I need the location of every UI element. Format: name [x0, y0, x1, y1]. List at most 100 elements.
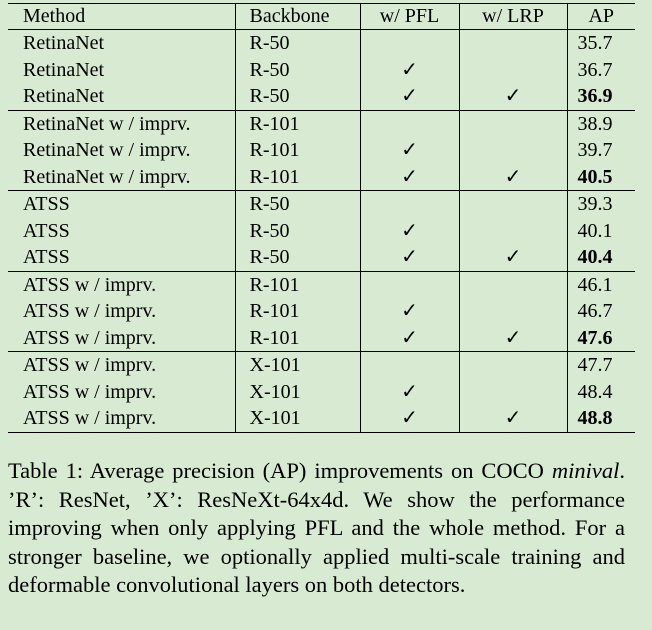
- table-row: ATSS R-50 39.3: [8, 190, 635, 218]
- cell-lrp-empty: [458, 351, 567, 379]
- pfl-checkmark-icon: ✓: [359, 137, 459, 164]
- cell-ap: 47.7: [566, 351, 635, 379]
- cell-method: ATSS: [8, 190, 235, 218]
- header-backbone: Backbone: [234, 3, 360, 30]
- table-row: RetinaNet w / imprv. R-101 ✓ ✓ 40.5: [8, 163, 635, 191]
- pfl-checkmark-icon: ✓: [359, 298, 459, 325]
- cell-backbone: R-101: [234, 109, 360, 137]
- table-row: ATSS R-50 ✓ ✓ 40.4: [8, 244, 635, 271]
- cell-backbone: X-101: [234, 351, 360, 379]
- cell-method: RetinaNet: [8, 29, 235, 57]
- pfl-checkmark-icon: ✓: [359, 217, 459, 244]
- cell-ap: 38.9: [566, 109, 635, 137]
- cell-method: RetinaNet: [23, 85, 105, 108]
- cell-pfl-empty: [359, 109, 459, 137]
- cell-lrp-empty: [458, 29, 567, 57]
- lrp-checkmark-icon: ✓: [458, 405, 567, 433]
- cell-lrp-empty: [458, 137, 567, 164]
- cell-ap: 46.1: [566, 270, 635, 298]
- cell-method: ATSS w / imprv.: [23, 380, 157, 403]
- pfl-checkmark-icon: ✓: [359, 405, 459, 433]
- cell-lrp-empty: [458, 298, 567, 325]
- caption-italic: minival: [551, 458, 620, 483]
- cell-method: RetinaNet w / imprv.: [23, 139, 191, 162]
- cell-lrp-empty: [458, 217, 567, 244]
- cell-method: ATSS: [23, 246, 70, 269]
- cell-lrp-empty: [458, 56, 567, 83]
- header-row: Method Backbone w/ PFL w/ LRP AP: [8, 3, 635, 30]
- results-table: Method Backbone w/ PFL w/ LRP AP RetinaN…: [8, 3, 635, 433]
- cell-ap: 35.7: [566, 29, 635, 57]
- cell-ap: 40.1: [566, 217, 635, 244]
- table-row: RetinaNet w / imprv. R-101 38.9: [8, 109, 635, 137]
- cell-lrp-empty: [458, 109, 567, 137]
- pfl-checkmark-icon: ✓: [359, 163, 459, 191]
- cell-backbone: R-101: [234, 298, 360, 325]
- results-table-container: Method Backbone w/ PFL w/ LRP AP RetinaN…: [8, 3, 635, 433]
- cell-ap: 48.4: [566, 378, 635, 405]
- table-row: ATSS w / imprv. R-101 ✓ 46.7: [8, 298, 635, 325]
- cell-backbone: R-50: [234, 244, 360, 271]
- table-row: ATSS R-50 ✓ 40.1: [8, 217, 635, 244]
- cell-lrp-empty: [458, 270, 567, 298]
- cell-backbone: R-101: [234, 324, 360, 352]
- cell-backbone: R-50: [234, 83, 360, 110]
- table-row: RetinaNet w / imprv. R-101 ✓ 39.7: [8, 137, 635, 164]
- cell-backbone: R-50: [234, 217, 360, 244]
- cell-ap: 39.7: [566, 137, 635, 164]
- cell-backbone: R-50: [234, 190, 360, 218]
- lrp-checkmark-icon: ✓: [458, 324, 567, 352]
- table-top-rule: [8, 3, 635, 4]
- table-row: ATSS w / imprv. X-101 ✓ ✓ 48.8: [8, 405, 635, 433]
- cell-backbone: R-101: [234, 270, 360, 298]
- cell-method: ATSS w / imprv.: [8, 270, 235, 298]
- pfl-checkmark-icon: ✓: [359, 324, 459, 352]
- cell-pfl-empty: [359, 190, 459, 218]
- cell-ap-best: 40.4: [566, 244, 635, 271]
- cell-method: ATSS w / imprv.: [23, 300, 157, 323]
- cell-ap-best: 36.9: [566, 83, 635, 110]
- cell-backbone: X-101: [234, 405, 360, 433]
- table-body: RetinaNet R-50 35.7 RetinaNet R-50 ✓ 36.7 Retin…: [8, 29, 635, 433]
- pfl-checkmark-icon: ✓: [359, 83, 459, 110]
- cell-backbone: X-101: [234, 378, 360, 405]
- cell-method: RetinaNet: [23, 58, 105, 81]
- table-row: RetinaNet R-50 ✓ ✓ 36.9: [8, 83, 635, 110]
- table-row: ATSS w / imprv. R-101 ✓ ✓ 47.6: [8, 324, 635, 352]
- cell-method: ATSS w / imprv.: [23, 326, 157, 349]
- cell-method: ATSS w / imprv.: [8, 351, 235, 379]
- table-header: Method Backbone w/ PFL w/ LRP AP: [8, 3, 635, 30]
- cell-lrp-empty: [458, 378, 567, 405]
- lrp-checkmark-icon: ✓: [458, 163, 567, 191]
- header-pfl: w/ PFL: [359, 3, 459, 30]
- cell-ap-best: 48.8: [566, 405, 635, 433]
- cell-ap: 36.7: [566, 56, 635, 83]
- header-ap: AP: [566, 3, 635, 30]
- table-row: ATSS w / imprv. X-101 ✓ 48.4: [8, 378, 635, 405]
- cell-ap: 46.7: [566, 298, 635, 325]
- cell-ap: 39.3: [566, 190, 635, 218]
- cell-lrp-empty: [458, 190, 567, 218]
- header-lrp: w/ LRP: [458, 3, 567, 30]
- cell-method: ATSS w / imprv.: [8, 405, 235, 433]
- cell-backbone: R-50: [234, 29, 360, 57]
- pfl-checkmark-icon: ✓: [359, 244, 459, 271]
- cell-pfl-empty: [359, 29, 459, 57]
- cell-pfl-empty: [359, 351, 459, 379]
- pfl-checkmark-icon: ✓: [359, 378, 459, 405]
- caption-part1: Table 1: Average precision (AP) improvem…: [8, 458, 552, 483]
- cell-method: ATSS: [23, 219, 70, 242]
- cell-method: RetinaNet w / imprv.: [23, 165, 191, 188]
- cell-pfl-empty: [359, 270, 459, 298]
- caption-text: Table 1: Average precision (AP) improvem…: [8, 457, 625, 600]
- table-row: RetinaNet R-50 35.7: [8, 29, 635, 57]
- table-row: ATSS w / imprv. R-101 46.1: [8, 270, 635, 298]
- cell-ap-best: 40.5: [566, 163, 635, 191]
- pfl-checkmark-icon: ✓: [359, 56, 459, 83]
- cell-ap-best: 47.6: [566, 324, 635, 352]
- table-caption: Table 1: Average precision (AP) improvem…: [8, 457, 625, 600]
- table-row: ATSS w / imprv. X-101 47.7: [8, 351, 635, 379]
- lrp-checkmark-icon: ✓: [458, 244, 567, 271]
- cell-backbone: R-101: [234, 137, 360, 164]
- header-method: Method: [8, 3, 235, 30]
